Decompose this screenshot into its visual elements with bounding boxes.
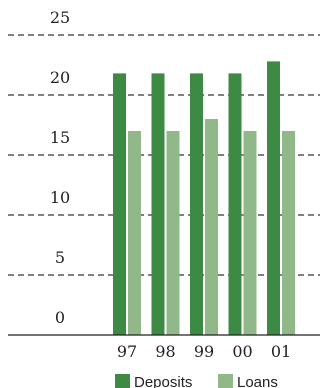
y-tick-label: 0 — [55, 308, 65, 327]
bar-loans-97 — [128, 131, 141, 335]
y-tick-label: 20 — [50, 68, 70, 87]
x-tick-label: 01 — [271, 342, 291, 361]
y-axis-ticks: 0 5 10 15 20 25 — [50, 8, 70, 327]
bar-deposits-99 — [190, 73, 203, 336]
legend-label-loans: Loans — [237, 374, 278, 388]
bar-deposits-97 — [113, 73, 126, 336]
bar-loans-00 — [243, 131, 257, 335]
x-tick-label: 98 — [155, 342, 175, 361]
y-tick-label: 25 — [50, 8, 70, 27]
x-tick-label: 00 — [232, 342, 252, 361]
bars — [113, 61, 295, 336]
x-tick-label: 97 — [117, 342, 137, 361]
bar-loans-99 — [205, 119, 218, 335]
legend: Deposits Loans — [115, 374, 278, 388]
legend-swatch-deposits — [115, 374, 130, 388]
x-tick-label: 99 — [194, 342, 214, 361]
bar-deposits-00 — [228, 73, 242, 336]
x-axis-ticks: 97 98 99 00 01 — [117, 342, 291, 361]
y-tick-label: 10 — [50, 188, 70, 207]
bar-deposits-01 — [267, 61, 280, 336]
bar-loans-01 — [282, 131, 295, 335]
bar-deposits-98 — [151, 73, 165, 336]
y-tick-label: 5 — [55, 248, 65, 267]
y-tick-label: 15 — [50, 128, 70, 147]
legend-swatch-loans — [218, 374, 233, 388]
bar-loans-98 — [166, 131, 180, 335]
legend-label-deposits: Deposits — [134, 374, 192, 388]
